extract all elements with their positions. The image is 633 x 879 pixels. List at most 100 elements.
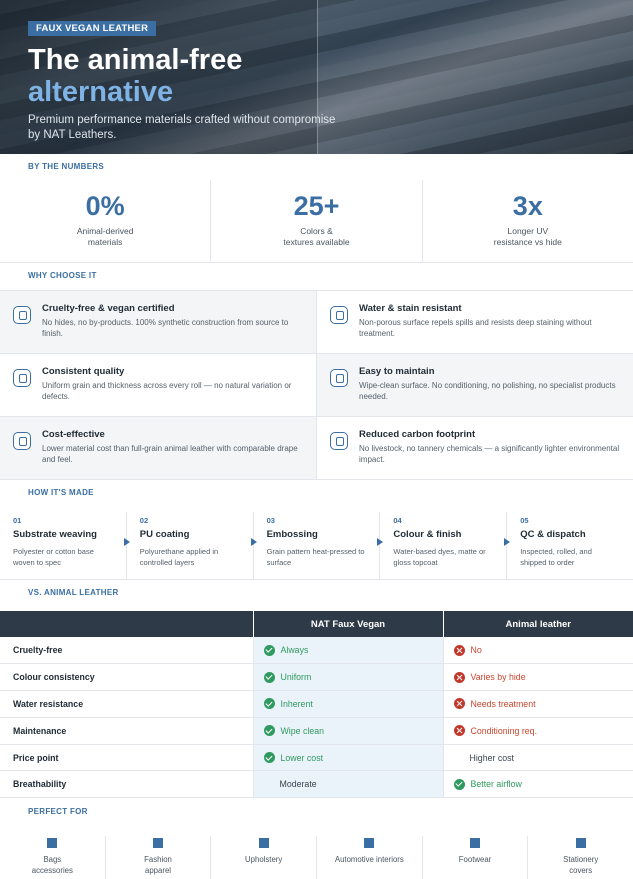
vegan-cell: Wipe clean [252, 717, 444, 745]
vegan-cell: Moderate [252, 770, 444, 799]
stat-card: 0% Animal-derived materials [0, 180, 212, 262]
stats-row: 0% Animal-derived materials 25+ Colors & t… [0, 180, 633, 263]
header-vegan: NAT Faux Vegan [252, 611, 444, 637]
coin-icon [13, 432, 31, 450]
step-title: Colour & finish [393, 529, 462, 540]
step-title: QC & dispatch [520, 529, 586, 540]
table-header-row: NAT Faux Vegan Animal leather [0, 611, 633, 637]
cross-icon [453, 698, 465, 710]
step-desc: Grain pattern heat-pressed to surface [266, 547, 365, 567]
stat-value: 3x [512, 191, 543, 221]
feature-desc: Lower material cost than full-grain anim… [42, 444, 298, 464]
square-icon [47, 838, 58, 849]
hero-title-line2: alternative [28, 76, 174, 108]
section-heading-perfect: PERFECT FOR [0, 798, 633, 833]
step-title: PU coating [139, 529, 190, 540]
stat-label: Longer UV resistance vs hide [493, 226, 562, 247]
use-label: Bags accessories [31, 855, 73, 876]
check-icon [453, 778, 465, 790]
feature-desc: Non-porous surface repels spills and res… [359, 318, 592, 338]
cell-value: Wipe clean [280, 725, 325, 736]
uses-row: Bags accessories Fashion apparel Upholstery A… [0, 836, 633, 879]
section-heading-numbers: BY THE NUMBERS [0, 154, 633, 180]
row-attribute: Cruelty-free [0, 637, 253, 665]
step-number: 05 [520, 516, 529, 525]
use-item: Fashion apparel [106, 836, 212, 879]
table-row: Maintenance Wipe clean Conditioning req. [0, 717, 633, 745]
cross-icon [453, 644, 465, 656]
step-number: 01 [13, 516, 22, 525]
use-item: Stationery covers [528, 836, 633, 879]
feature-title: Cost-effective [42, 429, 105, 440]
comparison-table: NAT Faux Vegan Animal leather Cruelty-fr… [0, 611, 633, 799]
use-item: Upholstery [211, 836, 318, 879]
stat-label: Animal-derived materials [76, 226, 134, 247]
hero-title: The animal-free alternative [28, 44, 242, 108]
step-desc: Polyurethane applied in controlled layers [139, 547, 219, 567]
stat-label: Colors & textures available [283, 226, 350, 247]
step-title: Embossing [266, 529, 318, 540]
square-icon [470, 838, 481, 849]
animal-cell: Conditioning req. [443, 717, 633, 745]
square-icon [153, 838, 163, 849]
droplet-icon [330, 306, 348, 324]
square-icon [575, 838, 586, 849]
cell-value: No [470, 645, 482, 656]
use-item: Footwear [423, 836, 529, 879]
check-icon [263, 725, 275, 737]
table-row: Price point Lower cost Higher cost [0, 744, 633, 772]
feature-title: Cruelty-free & vegan certified [42, 303, 175, 314]
step-number: 04 [393, 516, 402, 525]
leaf-icon [330, 432, 348, 450]
feature-card: Cost-effective Lower material cost than … [0, 417, 317, 480]
layers-icon [13, 369, 31, 387]
cell-value: Varies by hide [470, 672, 526, 683]
feature-title: Consistent quality [42, 366, 125, 377]
stat-card: 3x Longer UV resistance vs hide [423, 180, 633, 262]
step-desc: Inspected, rolled, and shipped to order [520, 547, 592, 567]
category-tag: FAUX VEGAN LEATHER [28, 21, 157, 36]
cell-value: Uniform [280, 672, 312, 683]
process-step: 04 Colour & finish Water-based dyes, mat… [380, 512, 511, 579]
feature-card: Reduced carbon footprint No livestock, n… [317, 417, 633, 480]
animal-cell: Better airflow [443, 770, 633, 799]
use-label: Stationery covers [563, 855, 599, 876]
cell-value: Needs treatment [470, 698, 536, 709]
section-heading-why: WHY CHOOSE IT [0, 263, 633, 290]
feature-desc: Uniform grain and thickness across every… [42, 381, 292, 401]
row-attribute: Maintenance [0, 717, 253, 745]
animal-cell: Needs treatment [443, 690, 633, 718]
step-desc: Polyester or cotton base woven to spec [13, 547, 94, 567]
arrow-right-icon [123, 538, 130, 546]
feature-title: Reduced carbon footprint [359, 429, 476, 440]
cell-value: Better airflow [470, 779, 522, 790]
feature-card: Consistent quality Uniform grain and thi… [0, 354, 317, 417]
feature-card: Easy to maintain Wipe-clean surface. No … [317, 354, 633, 417]
use-label: Automotive interiors [334, 855, 404, 865]
row-attribute: Price point [0, 744, 253, 772]
feature-desc: No hides, no by-products. 100% synthetic… [42, 318, 289, 338]
use-item: Automotive interiors [317, 836, 423, 879]
step-number: 03 [266, 516, 275, 525]
use-label: Fashion apparel [144, 855, 172, 876]
table-row: Cruelty-free Always No [0, 637, 633, 665]
row-attribute: Water resistance [0, 690, 253, 718]
stat-value: 25+ [293, 191, 340, 221]
arrow-right-icon [250, 538, 257, 546]
process-step: 05 QC & dispatch Inspected, rolled, and s… [507, 512, 633, 579]
cell-value: Conditioning req. [470, 725, 538, 736]
process-step: 02 PU coating Polyurethane applied in con… [127, 512, 257, 579]
vegan-cell: Uniform [252, 663, 444, 692]
use-item: Bags accessories [0, 836, 106, 879]
sparkle-icon [330, 369, 348, 387]
arrow-right-icon [504, 538, 511, 546]
vegan-cell: Always [252, 637, 444, 665]
process-step: 01 Substrate weaving Polyester or cotton… [0, 512, 130, 579]
section-heading-how: HOW IT'S MADE [0, 480, 633, 510]
process-step: 03 Embossing Grain pattern heat-pressed … [254, 512, 384, 579]
header-attribute [0, 611, 253, 637]
use-label: Footwear [458, 855, 492, 865]
row-attribute: Colour consistency [0, 663, 253, 692]
square-icon [258, 838, 269, 849]
